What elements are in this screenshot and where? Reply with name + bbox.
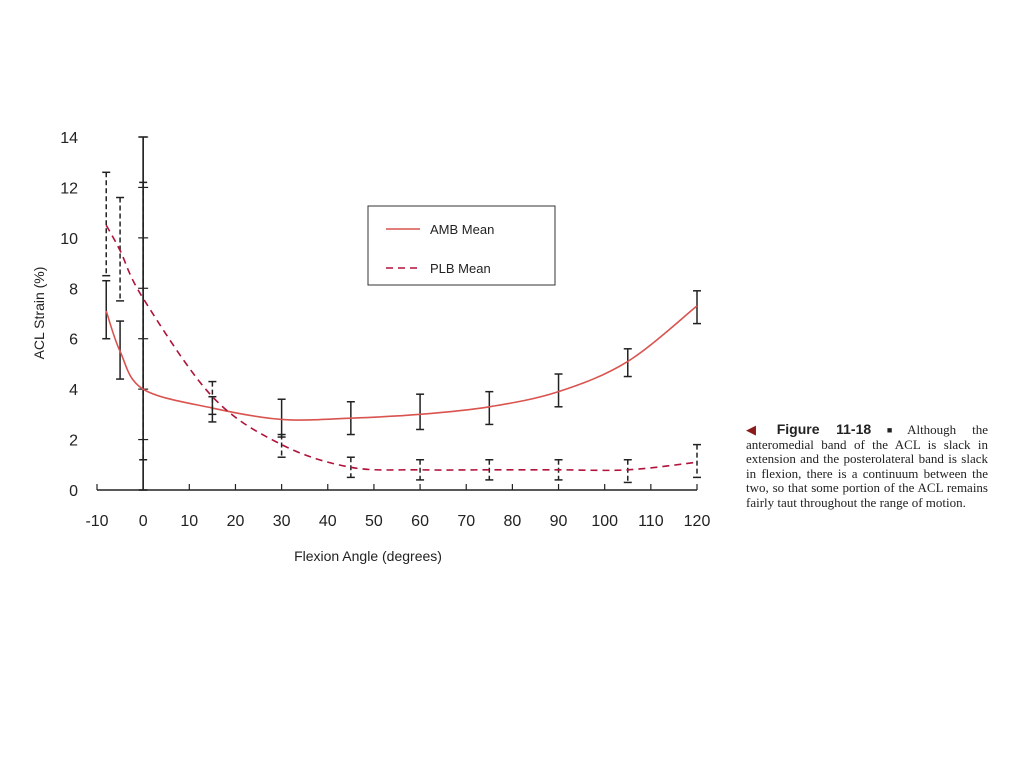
caption-bullet-icon: ■ <box>874 425 906 435</box>
x-tick-label: 20 <box>227 513 245 530</box>
x-tick-label: 30 <box>273 513 291 530</box>
x-tick-label: 40 <box>319 513 337 530</box>
legend: AMB Mean PLB Mean <box>367 205 556 286</box>
legend-label-amb: AMB Mean <box>430 222 494 237</box>
x-tick-label: 90 <box>550 513 568 530</box>
y-tick-label: 14 <box>60 130 78 147</box>
x-tick-label: 120 <box>684 513 711 530</box>
x-tick-label: -10 <box>85 513 108 530</box>
x-axis-title: Flexion Angle (degrees) <box>294 548 442 564</box>
y-tick-label: 8 <box>69 281 78 298</box>
y-tick-label: 6 <box>69 332 78 349</box>
x-tick-label: 0 <box>139 513 148 530</box>
legend-label-plb: PLB Mean <box>430 261 491 276</box>
caption-pointer-icon: ◀ <box>746 422 769 437</box>
x-tick-label: 50 <box>365 513 383 530</box>
y-tick-label: 10 <box>60 231 78 248</box>
x-tick-label: 80 <box>503 513 521 530</box>
y-tick-label: 0 <box>69 483 78 500</box>
x-tick-label: 60 <box>411 513 429 530</box>
x-tick-label: 110 <box>638 513 664 530</box>
series-line-amb-mean <box>105 305 698 421</box>
y-tick-label: 12 <box>60 180 78 197</box>
x-tick-label: 10 <box>180 513 198 530</box>
y-axis-title: ACL Strain (%) <box>31 267 47 360</box>
x-tick-label: 70 <box>457 513 475 530</box>
y-tick-label: 4 <box>69 382 78 399</box>
caption-text: Although the anteromedial band of the AC… <box>746 422 989 510</box>
y-tick-label: 2 <box>69 433 78 450</box>
legend-frame <box>367 205 556 286</box>
figure-caption: ◀ Figure 11-18 ■ Although the anteromedial … <box>746 422 988 511</box>
series-line-plb-mean <box>105 224 698 472</box>
x-tick-label: 100 <box>591 513 618 530</box>
figure-label: Figure 11-18 <box>776 421 872 437</box>
